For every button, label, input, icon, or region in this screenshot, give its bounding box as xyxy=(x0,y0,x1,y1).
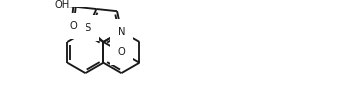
Text: N: N xyxy=(118,27,125,37)
Text: S: S xyxy=(85,23,91,33)
Text: O: O xyxy=(70,21,78,31)
Text: OH: OH xyxy=(54,0,69,10)
Text: O: O xyxy=(118,47,125,57)
